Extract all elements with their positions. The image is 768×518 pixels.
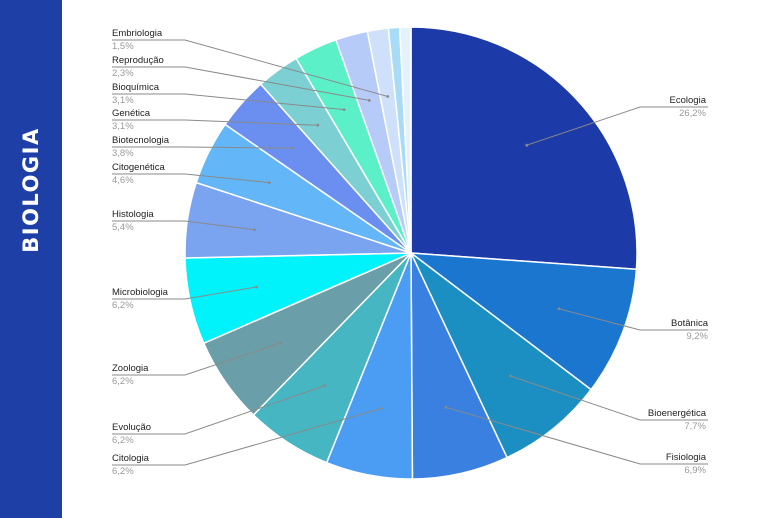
slice-value-citogenetica: 4,6% [112,175,134,186]
slice-value-evolucao: 6,2% [112,435,134,446]
leader-line-ecologia [526,106,708,146]
slice-label-genetica: Genética [112,108,151,119]
slice-value-biotecnologia: 3,8% [112,148,134,159]
leader-line-citogenetica [112,173,270,184]
slice-value-genetica: 3,1% [112,121,134,132]
slice-label-embriologia: Embriologia [112,28,163,39]
slice-label-bioenergetica: Bioenergética [648,408,707,419]
slice-label-botanica: Botânica [671,318,709,329]
slice-label-biotecnologia: Biotecnologia [112,135,170,146]
pie-slice-unlabeled-16 [398,26,412,254]
slice-value-histologia: 5,4% [112,222,134,233]
slice-value-embriologia: 1,5% [112,41,134,52]
leader-dot-citogenetica [267,181,271,185]
leader-dot-evolucao [323,384,327,387]
slice-value-zoologia: 6,2% [112,376,134,387]
pie-slice-botanica [408,252,638,391]
leader-dot-microbiologia [255,285,258,289]
slice-value-bioenergetica: 7,7% [684,421,706,432]
leader-dot-botanica [557,307,561,311]
slice-value-ecologia: 26,2% [679,108,706,119]
leader-line-bioenergetica [510,375,708,421]
leader-dot-citologia [380,407,383,410]
leader-dot-reproducao [367,99,371,102]
slice-label-reproducao: Reprodução [112,55,164,66]
leader-line-botanica [558,308,708,331]
slice-label-histologia: Histologia [112,209,154,220]
sidebar-banner: BIOLOGIA [0,0,62,518]
slice-label-bioquimica: Bioquímica [112,82,160,93]
slice-label-zoologia: Zoologia [112,363,149,374]
leader-dot-genetica [316,123,320,127]
slice-value-bioquimica: 3,1% [112,95,134,106]
slice-label-fisiologia: Fisiologia [666,452,707,463]
leader-line-embriologia [112,39,388,97]
leader-line-zoologia [112,342,282,376]
leader-dot-embriologia [386,95,390,98]
leader-dot-histologia [253,228,256,232]
leader-line-genetica [112,119,318,126]
leader-dot-ecologia [525,143,529,147]
leader-dot-biotecnologia [291,146,294,150]
slice-label-citologia: Citologia [112,453,150,464]
leader-line-citologia [112,407,382,466]
slice-value-citologia: 6,2% [112,466,134,477]
slice-value-botanica: 9,2% [686,331,708,342]
leader-line-microbiologia [112,286,257,300]
leader-dot-fisiologia [444,405,448,409]
slice-label-microbiologia: Microbiologia [112,287,169,298]
leader-line-fisiologia [445,406,708,465]
leader-line-reproducao [112,66,370,101]
pie-slice-bioenergetica [410,252,593,459]
leader-line-evolucao [112,385,325,435]
leader-line-bioquimica [112,93,345,111]
slice-value-reproducao: 2,3% [112,68,134,79]
leader-line-biotecnologia [112,146,293,149]
slice-label-citogenetica: Citogenética [112,162,166,173]
leader-dot-bioenergetica [509,374,512,378]
leader-dot-bioquimica [342,108,346,111]
slice-label-evolucao: Evolução [112,422,151,433]
slice-value-fisiologia: 6,9% [684,465,706,476]
pie-slice-ecologia [410,26,638,271]
slice-label-ecologia: Ecologia [670,95,707,106]
slice-value-microbiologia: 6,2% [112,300,134,311]
leader-line-histologia [112,220,255,231]
leader-dot-zoologia [279,341,283,345]
